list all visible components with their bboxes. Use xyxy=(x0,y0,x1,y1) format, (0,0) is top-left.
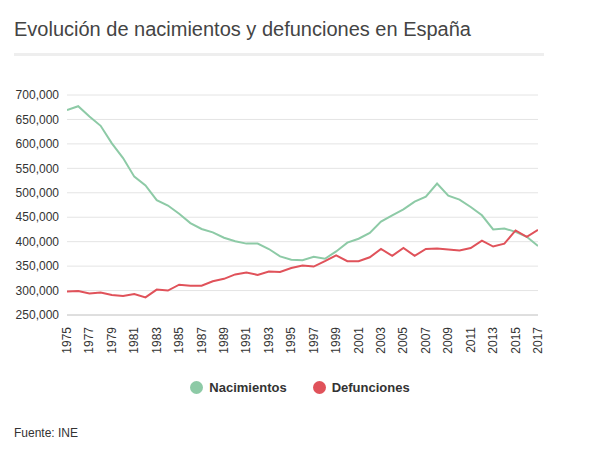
svg-text:1981: 1981 xyxy=(127,327,141,354)
svg-text:2015: 2015 xyxy=(509,327,523,354)
svg-text:2017: 2017 xyxy=(531,327,545,354)
html-text:Evolución de nacimientos y def: Evolución de nacimientos y defunciones e… xyxy=(14,18,471,40)
svg-text:500,000: 500,000 xyxy=(16,186,60,200)
svg-text:550,000: 550,000 xyxy=(16,162,60,176)
svg-text:1999: 1999 xyxy=(329,327,343,354)
svg-text:700,000: 700,000 xyxy=(16,88,60,102)
svg-text:1987: 1987 xyxy=(195,327,209,354)
svg-text:400,000: 400,000 xyxy=(16,235,60,249)
svg-text:2011: 2011 xyxy=(464,327,478,353)
svg-text:2007: 2007 xyxy=(419,327,433,354)
svg-text:350,000: 350,000 xyxy=(16,259,60,273)
html-text:Fuente: INE: Fuente: INE xyxy=(14,426,78,440)
svg-text:300,000: 300,000 xyxy=(16,284,60,298)
svg-text:450,000: 450,000 xyxy=(16,210,60,224)
svg-text:1993: 1993 xyxy=(262,327,276,354)
svg-text:1985: 1985 xyxy=(172,327,186,354)
svg-text:1977: 1977 xyxy=(82,327,96,354)
svg-text:1995: 1995 xyxy=(284,327,298,354)
svg-text:1983: 1983 xyxy=(150,327,164,354)
svg-text:1975: 1975 xyxy=(60,327,74,354)
html-text:Defunciones: Defunciones xyxy=(331,380,410,395)
html-text:Nacimientos: Nacimientos xyxy=(209,380,287,395)
svg-text:250,000: 250,000 xyxy=(16,308,60,322)
svg-text:2001: 2001 xyxy=(352,327,366,354)
svg-text:2009: 2009 xyxy=(441,327,455,354)
svg-text:1979: 1979 xyxy=(105,327,119,354)
svg-text:1997: 1997 xyxy=(307,327,321,354)
svg-text:2013: 2013 xyxy=(486,327,500,354)
svg-text:650,000: 650,000 xyxy=(16,113,60,127)
svg-text:600,000: 600,000 xyxy=(16,137,60,151)
svg-text:1991: 1991 xyxy=(239,327,253,354)
svg-text:2005: 2005 xyxy=(396,327,410,354)
svg-text:1989: 1989 xyxy=(217,327,231,354)
svg-text:2003: 2003 xyxy=(374,327,388,354)
